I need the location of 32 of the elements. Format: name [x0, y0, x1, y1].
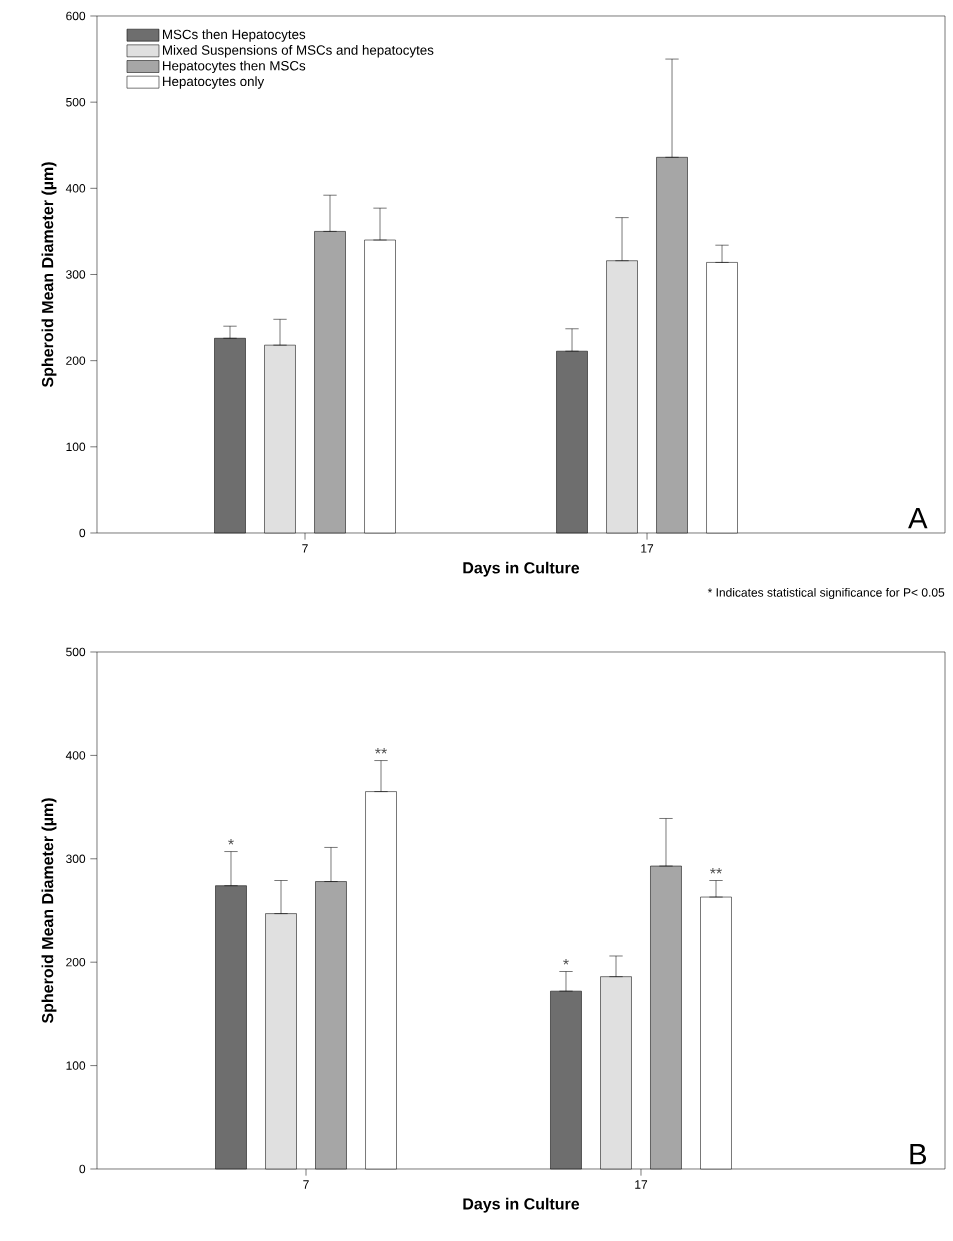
y-axis-title: Spheroid Mean Diameter (µm)	[41, 162, 57, 388]
x-axis-title: Days in Culture	[463, 561, 580, 577]
y-tick-label: 100	[66, 442, 86, 452]
x-tick-label: 7	[303, 1180, 309, 1189]
x-axis-title: Days in Culture	[463, 1197, 580, 1213]
annotation: *	[563, 958, 569, 965]
y-tick-label: 400	[65, 751, 86, 760]
y-axis-title: Spheroid Mean Diameter (µm)	[41, 798, 57, 1024]
y-tick-label: 600	[66, 11, 86, 21]
legend-label: Hepatocytes then MSCs	[162, 60, 306, 74]
x-tick-label: 7	[302, 544, 308, 553]
y-tick-label: 300	[66, 270, 86, 279]
y-tick-label: 400	[65, 184, 86, 193]
legend-label: MSCs then Hepatocytes	[162, 29, 306, 42]
annotation: **	[375, 747, 387, 754]
y-tick-label: 500	[66, 647, 86, 657]
x-tick-label: 17	[641, 544, 654, 553]
annotation: A	[908, 508, 928, 529]
x-tick-label: 17	[635, 1180, 648, 1189]
y-tick-label: 0	[79, 1164, 86, 1174]
y-tick-label: 0	[79, 528, 86, 538]
text: * Indicates statistical significance for P< 0.05	[707, 587, 945, 600]
y-tick-label: 200	[66, 957, 86, 967]
annotation: **	[710, 867, 722, 874]
annotation: *	[228, 838, 234, 845]
y-tick-label: 500	[66, 97, 86, 107]
annotation: B	[910, 1144, 927, 1165]
y-tick-label: 300	[66, 854, 86, 864]
y-tick-label: 200	[66, 356, 86, 365]
y-tick-label: 100	[66, 1061, 86, 1070]
legend-label: Hepatocytes only	[162, 76, 265, 89]
legend-label: Mixed Suspensions of MSCs and hepatocytes	[162, 45, 434, 58]
